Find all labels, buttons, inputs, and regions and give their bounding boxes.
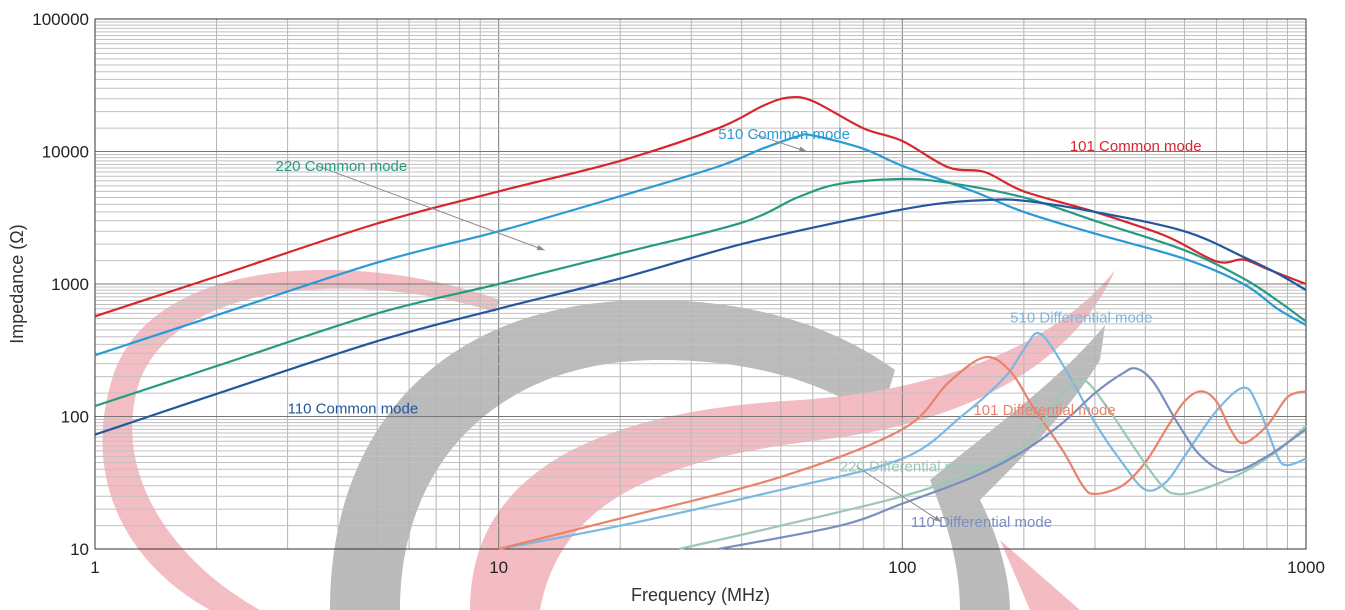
x-axis-label: Frequency (MHz) [631,585,770,605]
leader-arrow-6 [933,515,942,522]
y-tick-label: 10000 [42,143,89,162]
label-layer: 101 Common mode 510 Common mode 220 Common… [276,126,1202,531]
watermark-gray-arc [330,300,895,610]
grid [94,19,1306,550]
series-line-4 [498,331,1307,551]
leader-arrow-1 [798,146,807,152]
series-line-1 [94,133,1307,357]
x-tick-label: 1000 [1287,558,1325,577]
series-layer [94,95,1307,551]
x-tick-label: 10 [489,558,508,577]
y-tick-label: 10 [70,540,89,559]
watermark-red-swoosh [470,270,1115,610]
y-tick-label: 1000 [51,275,89,294]
x-tick-label: 100 [888,558,916,577]
series-label-7: 110 Differential mode [911,514,1052,531]
y-tick-label: 100000 [32,10,89,29]
watermark-logo [102,269,1115,610]
y-tick-label: 100 [61,408,89,427]
series-label-0: 101 Common mode [1070,138,1202,155]
series-line-6 [678,377,1307,551]
y-axis-label: Impedance (Ω) [7,224,27,344]
series-label-1: 510 Common mode [718,126,850,143]
leader-arrow-2 [536,244,545,251]
watermark-red-wedge [1000,540,1080,610]
series-line-3 [94,198,1307,436]
leader-line-6 [856,466,942,523]
leader-layer [316,133,942,523]
series-line-2 [94,177,1307,408]
series-label-4: 510 Differential mode [1010,309,1152,326]
series-line-5 [498,355,1307,551]
series-label-5: 101 Differential mode [973,402,1115,419]
x-tick-label: 1 [90,558,99,577]
series-label-6: 220 Differential mode [840,458,982,475]
leader-line-2 [316,165,545,251]
series-label-2: 220 Common mode [276,158,408,175]
series-label-3: 110 Common mode [288,400,419,417]
leader-line-1 [754,133,807,152]
series-line-0 [94,95,1307,318]
series-line-7 [718,367,1307,551]
